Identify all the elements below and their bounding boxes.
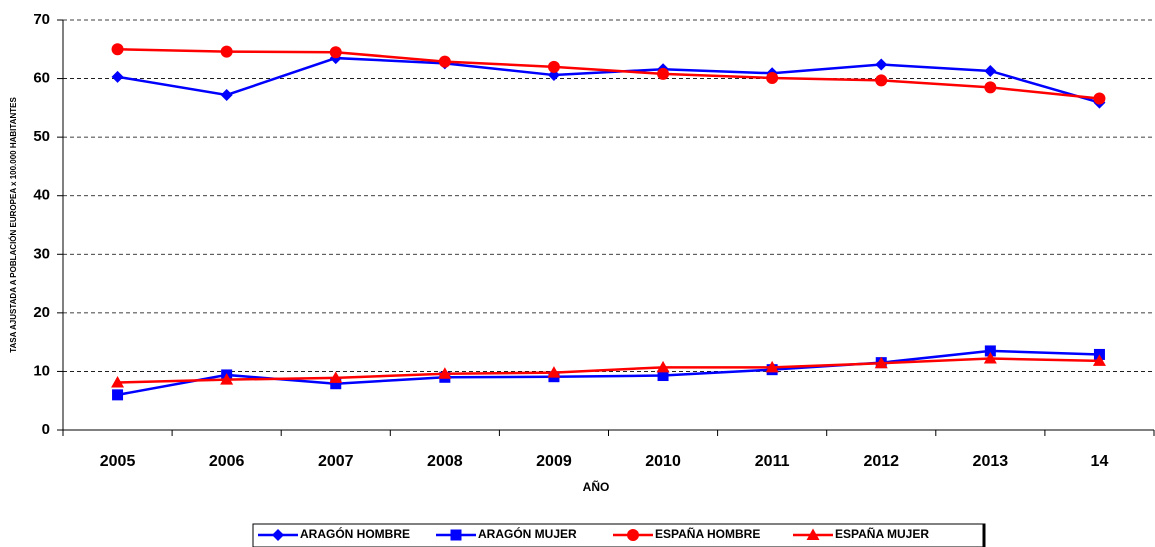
data-point xyxy=(111,43,124,56)
legend-marker xyxy=(272,529,284,541)
data-point xyxy=(1092,354,1106,366)
data-point xyxy=(984,64,997,77)
x-tick-label: 14 xyxy=(1091,453,1109,470)
y-tick-label: 40 xyxy=(33,187,50,204)
data-point xyxy=(874,356,888,369)
y-tick-label: 60 xyxy=(33,70,50,87)
data-point xyxy=(766,71,779,84)
data-point xyxy=(329,371,343,383)
legend-marker xyxy=(627,529,639,541)
data-point xyxy=(112,389,124,401)
data-point xyxy=(983,352,997,364)
legend-label: ARAGÓN HOMBRE xyxy=(300,526,410,541)
series-line xyxy=(117,349,1100,397)
x-tick-label: 2013 xyxy=(973,453,1009,470)
x-tick-label: 2009 xyxy=(536,453,572,470)
x-tick-label: 2010 xyxy=(645,453,681,470)
data-point xyxy=(547,69,560,82)
data-point xyxy=(329,46,342,59)
x-tick-label: 2007 xyxy=(318,453,354,470)
data-point xyxy=(984,345,996,357)
y-tick-label: 20 xyxy=(33,304,50,321)
data-point xyxy=(547,366,561,378)
legend-label: ESPAÑA MUJER xyxy=(835,526,929,541)
y-tick-label: 30 xyxy=(33,245,50,262)
data-point xyxy=(657,67,670,80)
x-tick-label: 2005 xyxy=(100,453,136,470)
legend-marker xyxy=(450,529,462,541)
data-point xyxy=(984,81,997,94)
data-point xyxy=(220,88,233,101)
series-line xyxy=(117,56,1100,104)
legend-marker xyxy=(806,528,820,540)
data-point xyxy=(547,60,560,73)
data-point xyxy=(875,58,888,71)
data-point xyxy=(765,360,779,373)
y-axis-label: TASA AJUSTADA A POBLACIÓN EUROPEA x 100.… xyxy=(9,97,18,353)
y-tick-label: 50 xyxy=(33,128,50,145)
data-point xyxy=(438,367,452,379)
x-tick-label: 2008 xyxy=(427,453,463,470)
data-point xyxy=(875,74,888,87)
data-point xyxy=(657,370,669,382)
x-tick-label: 2006 xyxy=(209,453,245,470)
y-tick-label: 70 xyxy=(33,11,50,28)
series-line xyxy=(117,357,1100,384)
data-point xyxy=(220,373,234,385)
data-point xyxy=(111,376,125,388)
data-point xyxy=(330,378,342,390)
y-tick-label: 0 xyxy=(42,421,50,438)
series-line xyxy=(117,48,1100,100)
x-tick-label: 2012 xyxy=(863,453,899,470)
x-axis-label: AÑO xyxy=(583,479,610,494)
legend-label: ESPAÑA HOMBRE xyxy=(655,526,760,541)
data-point xyxy=(1093,92,1106,105)
y-tick-label: 10 xyxy=(33,362,50,379)
data-point xyxy=(656,360,670,373)
data-point xyxy=(438,55,451,68)
x-tick-label: 2011 xyxy=(755,453,790,470)
data-point xyxy=(111,70,124,83)
data-point xyxy=(220,45,233,58)
legend-label: ARAGÓN MUJER xyxy=(478,526,577,541)
